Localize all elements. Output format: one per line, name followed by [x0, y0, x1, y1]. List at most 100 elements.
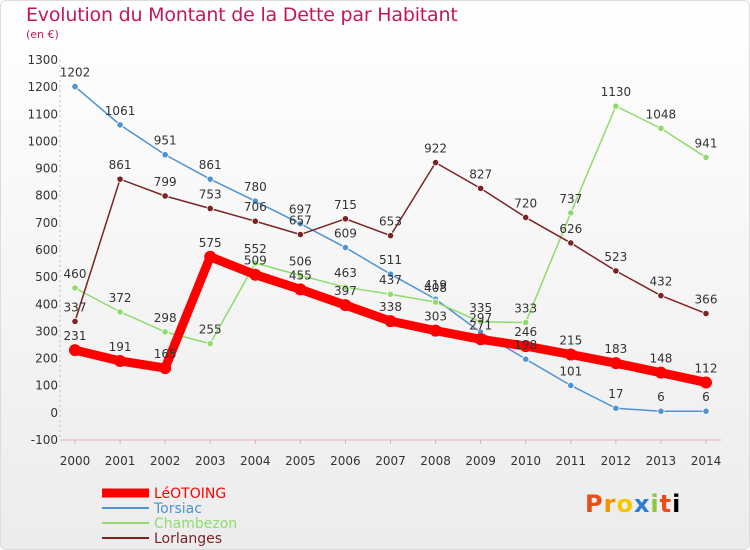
data-label: 697: [289, 203, 312, 217]
data-point: [522, 318, 530, 327]
data-label: 715: [334, 198, 357, 212]
data-label: 861: [199, 158, 222, 172]
data-label: 432: [649, 275, 672, 289]
data-label: 255: [199, 323, 222, 337]
data-label: 455: [289, 268, 312, 282]
data-point: [251, 197, 259, 205]
data-point: [474, 333, 487, 346]
data-point: [386, 232, 395, 240]
data-point: [431, 159, 440, 167]
data-label: 799: [154, 175, 177, 189]
data-label: 297: [469, 311, 492, 325]
data-label: 303: [424, 310, 447, 324]
data-label: 101: [559, 364, 582, 378]
legend-label: Chambezon: [154, 516, 237, 532]
chart-unit-label: (en €): [26, 28, 59, 41]
y-tick-label: 700: [35, 216, 58, 230]
data-label: 366: [695, 293, 718, 307]
x-tick-label: 2008: [420, 454, 451, 468]
data-point: [159, 362, 172, 375]
data-point: [519, 340, 532, 353]
data-point: [386, 270, 395, 278]
data-point: [161, 328, 169, 336]
data-point: [702, 153, 710, 162]
data-point: [116, 308, 124, 316]
data-point: [609, 357, 622, 370]
data-label: 298: [154, 311, 177, 325]
x-tick-label: 2003: [195, 454, 226, 468]
data-point: [700, 376, 712, 389]
data-point: [477, 318, 485, 326]
data-label: 335: [469, 301, 492, 315]
x-tick-label: 2004: [240, 454, 271, 468]
data-label: 737: [559, 192, 582, 206]
data-label: 511: [379, 253, 402, 267]
data-point: [204, 250, 217, 263]
data-label: 609: [334, 227, 357, 241]
data-point: [69, 344, 81, 357]
y-tick-label: 300: [35, 324, 58, 338]
data-point: [339, 299, 352, 312]
x-tick-label: 2013: [646, 454, 677, 468]
data-point: [71, 284, 79, 292]
data-point: [429, 324, 442, 337]
data-label: 437: [379, 273, 402, 287]
data-label: 780: [244, 180, 267, 194]
data-point: [116, 121, 124, 129]
data-point: [206, 340, 214, 348]
data-label: 753: [199, 187, 222, 201]
data-label: 337: [64, 300, 87, 314]
y-tick-label: 1100: [27, 107, 58, 121]
data-label: 506: [289, 255, 312, 269]
data-point: [251, 217, 259, 225]
data-point: [206, 175, 214, 183]
data-label: 165: [154, 347, 177, 361]
data-point: [567, 209, 575, 217]
proxiti-logo: Proxiti: [585, 490, 682, 518]
data-label: 922: [424, 142, 447, 156]
data-point: [522, 213, 530, 222]
data-point: [431, 298, 440, 306]
data-label: 720: [514, 196, 537, 210]
data-label: 6: [657, 390, 665, 404]
data-point: [206, 204, 214, 213]
data-label: 198: [514, 338, 537, 352]
x-tick-label: 2005: [285, 454, 316, 468]
data-point: [251, 259, 259, 267]
data-label: 1048: [646, 107, 677, 121]
data-label: 397: [334, 284, 357, 298]
data-label: 941: [695, 136, 718, 150]
x-tick-label: 2010: [510, 454, 541, 468]
data-point: [702, 309, 710, 318]
data-label: 183: [604, 342, 627, 356]
data-point: [567, 239, 575, 247]
data-label: 460: [64, 267, 87, 281]
data-point: [657, 124, 665, 132]
data-point: [657, 291, 665, 300]
data-point: [384, 315, 397, 328]
x-tick-label: 2006: [330, 454, 361, 468]
data-label: 626: [559, 222, 582, 236]
y-tick-label: 900: [35, 162, 58, 176]
data-label: 1061: [105, 104, 136, 118]
data-point: [522, 355, 530, 363]
data-label: 653: [379, 215, 402, 229]
data-point: [294, 283, 307, 296]
data-point: [296, 230, 304, 239]
data-label: 231: [64, 329, 87, 343]
data-label: 1130: [601, 85, 632, 99]
x-tick-label: 2001: [105, 454, 136, 468]
data-point: [341, 283, 350, 291]
data-point: [161, 192, 169, 200]
data-point: [654, 366, 667, 379]
data-label: 1202: [60, 66, 91, 80]
data-point: [612, 404, 620, 412]
data-label: 827: [469, 167, 492, 181]
x-tick-label: 2011: [556, 454, 587, 468]
data-point: [341, 215, 350, 223]
data-point: [71, 317, 79, 325]
x-tick-label: 2007: [375, 454, 406, 468]
data-point: [386, 290, 395, 298]
y-tick-label: 1200: [27, 80, 58, 94]
